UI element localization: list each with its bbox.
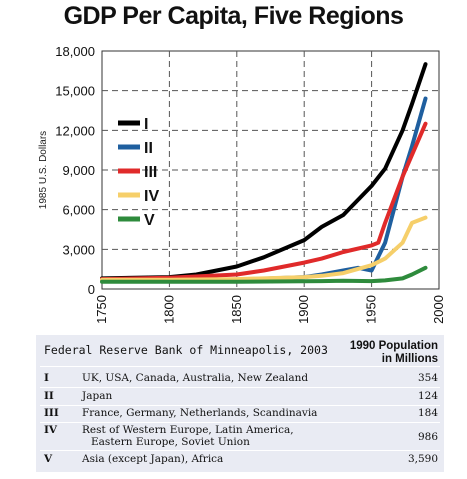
x-tick-label: 2000 xyxy=(431,295,446,324)
region-desc: Asia (except Japan), Africa xyxy=(82,453,224,465)
region-id: II xyxy=(44,390,54,402)
y-tick-label: 0 xyxy=(88,282,95,297)
series-line-iv xyxy=(100,215,428,282)
region-id: IV xyxy=(44,424,58,436)
series-lines xyxy=(100,62,428,284)
region-pop: 354 xyxy=(417,372,438,384)
region-pop: 124 xyxy=(417,390,438,402)
table-divider xyxy=(40,405,440,406)
legend-label: III xyxy=(144,164,157,181)
x-tick-label: 1750 xyxy=(94,295,109,324)
legend-label: V xyxy=(144,212,155,229)
region-desc: UK, USA, Canada, Australia, New Zealand xyxy=(82,372,309,384)
region-id: III xyxy=(44,407,59,419)
x-tick-label: 1900 xyxy=(296,295,311,324)
y-axis-label: 1985 U.S. Dollars xyxy=(38,131,49,209)
y-tick-label: 3,000 xyxy=(62,242,95,257)
x-tick-label: 1850 xyxy=(229,295,244,324)
y-tick-label: 15,000 xyxy=(55,84,95,99)
table-divider xyxy=(40,450,440,451)
region-desc: France, Germany, Netherlands, Scandinavi… xyxy=(82,407,318,419)
region-id: I xyxy=(44,372,49,384)
legend-label: I xyxy=(144,116,148,133)
table-divider xyxy=(40,366,440,367)
population-header-line2: in Millions xyxy=(381,353,438,365)
x-tick-label: 1800 xyxy=(161,295,176,324)
x-tick-label: 1950 xyxy=(364,295,379,324)
series-line-iii xyxy=(100,121,428,282)
series-line-v xyxy=(100,265,428,284)
table-divider xyxy=(40,422,440,423)
legend-label: II xyxy=(144,140,153,157)
table-divider xyxy=(40,387,440,388)
region-pop: 184 xyxy=(417,407,438,419)
region-pop: 3,590 xyxy=(407,453,438,465)
region-id: V xyxy=(44,453,53,465)
y-tick-label: 12,000 xyxy=(55,123,95,138)
population-header: 1990 Population in Millions xyxy=(350,340,438,366)
region-desc-cont: Eastern Europe, Soviet Union xyxy=(91,436,250,448)
chart-title: GDP Per Capita, Five Regions xyxy=(63,2,404,30)
y-tick-label: 18,000 xyxy=(55,44,95,59)
chart-axes: 0 3,000 6,000 9,000 12,000 15,000 18,000 1750 18… xyxy=(55,44,446,324)
region-pop: 986 xyxy=(417,431,438,443)
region-desc: Japan xyxy=(82,390,113,402)
y-tick-label: 9,000 xyxy=(62,163,95,178)
y-tick-label: 6,000 xyxy=(62,203,95,218)
legend-label: IV xyxy=(144,188,159,205)
region-desc: Rest of Western Europe, Latin America, xyxy=(82,424,294,436)
population-header-line1: 1990 Population xyxy=(349,340,438,352)
table-source: Federal Reserve Bank of Minneapolis, 200… xyxy=(44,343,328,357)
region-table: Federal Reserve Bank of Minneapolis, 200… xyxy=(36,335,444,472)
